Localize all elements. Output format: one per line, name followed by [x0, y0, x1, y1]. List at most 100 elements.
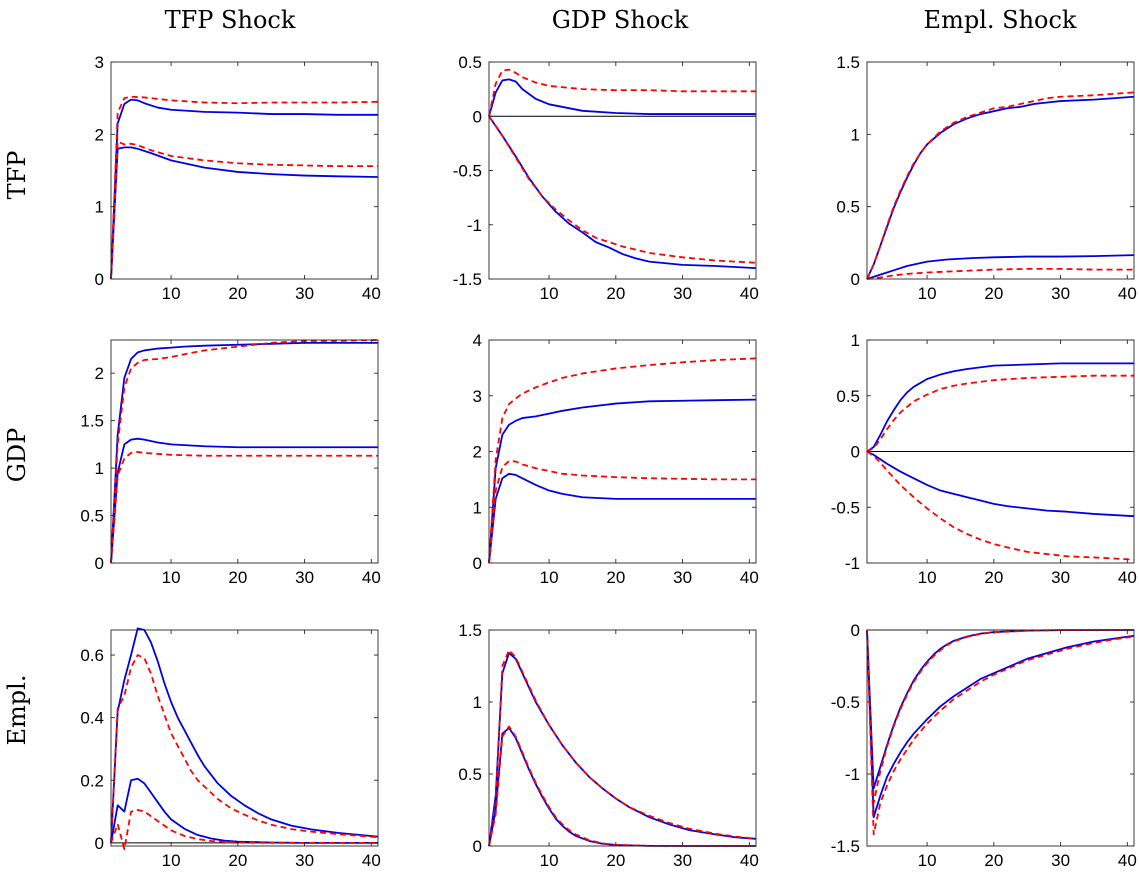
panel-r1c0: 10 20 30 40 0 0.5 1 1.5 2: [80, 339, 381, 587]
column-title-tfp-shock: TFP Shock: [165, 6, 296, 34]
series-line-r2c2-3: [866, 629, 1135, 836]
column-title-gdp-shock: GDP Shock: [552, 6, 689, 34]
panel-r2c2: 10 20 30 40 -1.5 -1 -0.5 0: [831, 621, 1137, 870]
y-tick-label-r2c2-0: -1.5: [831, 837, 860, 856]
y-tick-label-r1c1-0: 0: [473, 554, 482, 573]
x-tick-label-r0c1-2: 30: [673, 284, 692, 303]
x-tick-label-r2c0-2: 30: [295, 851, 314, 870]
x-tick-label-r1c1-2: 30: [673, 568, 692, 587]
series-line-r1c1-0: [488, 398, 757, 564]
y-tick-label-r2c2-1: -1: [845, 765, 860, 784]
series-line-r1c1-2: [488, 472, 756, 564]
series-line-r0c2-2: [866, 254, 1135, 280]
row-title-gdp: GDP: [3, 428, 31, 483]
y-tick-label-r0c0-0: 0: [95, 270, 104, 289]
axes-box-r2c1: [488, 629, 757, 847]
axes-box-r1c0: [110, 339, 379, 564]
series-line-r1c0-3: [110, 451, 378, 564]
series-line-r1c2-0: [866, 362, 1134, 453]
x-tick-label-r2c0-1: 20: [228, 851, 247, 870]
y-tick-label-r1c0-2: 1: [95, 459, 104, 478]
row-title-tfp: TFP: [3, 151, 31, 200]
y-tick-label-r2c2-2: -0.5: [831, 693, 860, 712]
axes-box-r1c1: [488, 339, 757, 564]
row-title-empl: Empl.: [3, 675, 31, 746]
series-line-r2c2-0: [866, 629, 1135, 790]
x-tick-label-r1c0-2: 30: [295, 568, 314, 587]
y-tick-label-r2c1-2: 1: [473, 693, 482, 712]
series-line-r2c1-0: [488, 652, 757, 847]
x-tick-label-r2c1-0: 10: [540, 851, 559, 870]
x-tick-label-r1c0-3: 40: [362, 568, 381, 587]
y-tick-label-r1c0-0: 0: [95, 554, 104, 573]
x-tick-label-r2c0-3: 40: [362, 851, 381, 870]
series-line-r2c1-2: [488, 727, 756, 847]
y-tick-label-r0c2-2: 1: [851, 125, 860, 144]
y-tick-label-r1c0-4: 2: [95, 364, 104, 383]
series-line-r0c0-3: [110, 140, 378, 280]
y-tick-label-r2c0-0: 0: [95, 834, 104, 853]
series-line-r0c0-0: [110, 98, 378, 280]
x-tick-label-r0c2-3: 40: [1118, 284, 1137, 303]
x-tick-label-r1c1-1: 20: [606, 568, 625, 587]
y-tick-label-r1c2-0: -1: [845, 554, 860, 573]
y-tick-label-r1c2-2: 0: [851, 443, 860, 462]
y-tick-label-r0c1-3: 0: [473, 107, 482, 126]
x-tick-label-r0c0-2: 30: [295, 284, 314, 303]
panel-r0c2: 10 20 30 40 0 0.5 1 1.5: [836, 53, 1136, 303]
series-line-r2c0-1: [110, 654, 379, 843]
series-line-r1c1-1: [488, 357, 757, 564]
series-line-r1c0-1: [110, 339, 379, 564]
y-tick-label-r2c0-1: 0.2: [80, 771, 104, 790]
x-tick-label-r1c0-1: 20: [228, 568, 247, 587]
series-line-r0c2-1: [866, 91, 1135, 280]
axes-box-r2c0: [110, 629, 379, 847]
y-tick-label-r0c1-2: -0.5: [453, 162, 482, 181]
x-tick-label-r0c2-0: 10: [918, 284, 937, 303]
x-tick-label-r0c0-0: 10: [162, 284, 181, 303]
y-tick-label-r0c0-1: 1: [95, 198, 104, 217]
series-line-r0c1-1: [488, 68, 756, 117]
y-tick-label-r0c1-0: -1.5: [453, 270, 482, 289]
series-line-r1c0-2: [110, 437, 378, 564]
y-tick-label-r0c2-0: 0: [851, 270, 860, 289]
panel-r1c1: 10 20 30 40 0 1 2 3 4: [473, 331, 759, 587]
y-tick-label-r1c2-1: -0.5: [831, 498, 860, 517]
series-line-r1c0-0: [110, 341, 378, 564]
series-line-r1c2-2: [866, 450, 1135, 518]
y-tick-label-r2c0-3: 0.6: [80, 646, 104, 665]
panel-r2c0: 10 20 30 40 0 0.2 0.4 0.6: [80, 627, 381, 870]
x-tick-label-r2c1-3: 40: [740, 851, 759, 870]
x-tick-label-r0c1-1: 20: [606, 284, 625, 303]
y-tick-label-r2c2-3: 0: [851, 621, 860, 640]
series-line-r0c1-3: [488, 115, 757, 264]
y-tick-label-r0c1-4: 0.5: [458, 53, 482, 72]
y-tick-label-r2c0-2: 0.4: [80, 709, 104, 728]
axes-box-r0c0: [110, 61, 379, 280]
y-tick-label-r2c1-0: 0: [473, 837, 482, 856]
x-tick-label-r2c2-0: 10: [918, 851, 937, 870]
y-tick-label-r0c2-1: 0.5: [836, 198, 860, 217]
y-tick-label-r1c1-2: 2: [473, 443, 482, 462]
y-tick-label-r0c1-1: -1: [467, 216, 482, 235]
axes-box-r2c2: [866, 629, 1135, 847]
x-tick-label-r1c2-0: 10: [918, 568, 937, 587]
x-tick-label-r1c2-3: 40: [1118, 568, 1137, 587]
series-line-r0c1-0: [488, 78, 756, 117]
y-tick-label-r1c2-3: 0.5: [836, 387, 860, 406]
series-line-r2c1-1: [488, 649, 757, 847]
series-line-r0c2-3: [866, 267, 1134, 280]
x-tick-label-r2c2-1: 20: [984, 851, 1003, 870]
x-tick-label-r1c2-2: 30: [1051, 568, 1070, 587]
series-line-r1c1-3: [488, 460, 756, 564]
x-tick-label-r1c0-0: 10: [162, 568, 181, 587]
x-tick-label-r1c2-1: 20: [984, 568, 1003, 587]
x-tick-label-r0c1-0: 10: [540, 284, 559, 303]
y-tick-label-r1c2-4: 1: [851, 331, 860, 350]
x-tick-label-r2c2-3: 40: [1118, 851, 1137, 870]
y-tick-label-r0c0-2: 2: [95, 125, 104, 144]
x-tick-label-r0c0-1: 20: [228, 284, 247, 303]
axes-box-r0c2: [866, 61, 1135, 280]
